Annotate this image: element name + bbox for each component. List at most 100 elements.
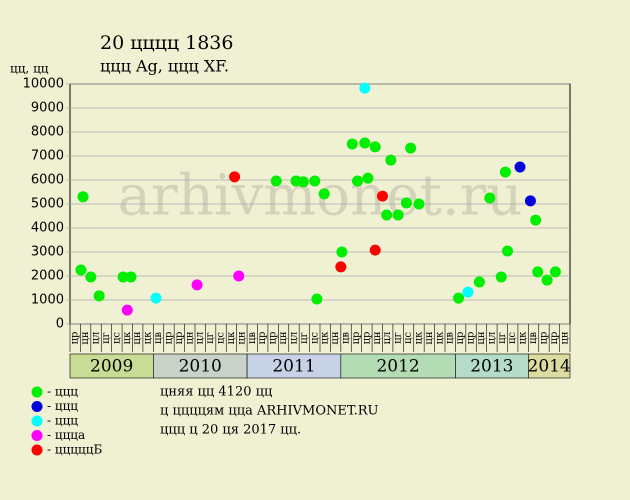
note: ц ццццям цца ARHIVMONET.RU — [160, 404, 379, 419]
legend-label: - ццц — [47, 414, 78, 428]
x-tick-label: цк — [143, 331, 154, 344]
x-tick-label: цк — [413, 331, 424, 344]
data-point — [453, 292, 465, 304]
x-tick-label: цн — [236, 331, 247, 344]
data-point — [514, 161, 526, 173]
data-point — [524, 195, 536, 207]
legend-label: - ццц — [47, 385, 78, 399]
legend-marker — [31, 415, 43, 427]
x-tick-label: цл — [195, 332, 206, 345]
data-point — [336, 246, 348, 258]
x-tick-label: цр — [70, 332, 81, 345]
data-point — [385, 154, 397, 166]
data-point — [392, 209, 404, 221]
data-point — [530, 214, 542, 226]
year-band — [153, 353, 248, 379]
x-tick-label: цг — [299, 332, 310, 344]
x-tick-label: цк — [320, 331, 331, 344]
data-point — [359, 82, 371, 94]
year-label: 2012 — [376, 357, 419, 377]
x-tick-label: цн — [80, 331, 91, 344]
data-point — [150, 292, 162, 304]
x-tick-label: цр — [163, 332, 174, 345]
x-tick-label: цн — [424, 331, 435, 344]
x-tick-label: цн — [278, 331, 289, 344]
x-tick-label: цв — [528, 332, 539, 344]
data-point — [359, 137, 371, 149]
data-point — [405, 142, 417, 154]
x-tick-label: цр — [455, 332, 466, 345]
x-tick-label: цв — [445, 332, 456, 344]
y-tick-label: 9000 — [31, 101, 64, 116]
x-tick-label: цк — [226, 331, 237, 344]
x-tick-label: цр — [466, 332, 477, 345]
x-tick-label: цк — [434, 331, 445, 344]
data-point — [413, 198, 425, 210]
x-tick-label: цн — [476, 331, 487, 344]
x-tick-label: цв — [341, 332, 352, 344]
x-tick-label: цв — [247, 332, 258, 344]
x-tick-label: цс — [309, 332, 320, 344]
y-tick-label: 10000 — [23, 77, 64, 92]
data-point — [369, 141, 381, 153]
x-tick-label: цн — [559, 331, 570, 344]
data-point — [77, 191, 89, 203]
x-tick-label: цн — [330, 331, 341, 344]
x-tick-label: цр — [268, 332, 279, 345]
x-tick-label: цг — [497, 332, 508, 344]
legend-label: - цццццБ — [47, 443, 102, 457]
x-tick-label: цр — [257, 332, 268, 345]
y-tick-label: 1000 — [31, 293, 64, 308]
x-tick-label: цс — [507, 332, 518, 344]
legend-label: - ццца — [47, 428, 85, 442]
data-point — [309, 175, 321, 187]
chart-title: 20 цццц 1836 — [100, 32, 233, 54]
data-point — [125, 271, 137, 283]
x-tick-label: цр — [174, 332, 185, 345]
x-tick-label: цг — [393, 332, 404, 344]
year-label: 2009 — [90, 357, 133, 377]
year-band — [246, 353, 342, 379]
data-point — [499, 166, 511, 178]
data-point — [346, 138, 358, 150]
year-band — [455, 353, 529, 379]
data-point — [75, 264, 87, 276]
data-point — [229, 171, 241, 183]
x-tick-label: цн — [372, 331, 383, 344]
data-point — [502, 245, 513, 257]
note: ццц ц 20 ця 2017 цц. — [160, 423, 301, 438]
x-tick-label: цн — [184, 331, 195, 344]
data-point — [311, 293, 323, 305]
x-tick-label: цн — [132, 331, 143, 344]
x-tick-label: цр — [549, 332, 560, 345]
x-tick-label: цк — [518, 331, 529, 344]
data-point — [400, 197, 412, 209]
x-tick-label: цс — [216, 332, 227, 344]
data-point — [335, 261, 347, 273]
y-tick-label: 0 — [56, 317, 64, 332]
y-tick-label: 5000 — [31, 197, 64, 212]
data-point — [462, 286, 474, 298]
data-point — [85, 271, 97, 283]
y-tick-label: 6000 — [31, 173, 64, 188]
x-tick-label: цк — [122, 331, 133, 344]
data-point — [297, 176, 309, 188]
data-point — [318, 188, 330, 200]
data-point — [369, 244, 381, 256]
y-tick-label: 8000 — [31, 125, 64, 140]
x-tick-label: цв — [153, 332, 164, 344]
year-band — [69, 353, 154, 379]
data-point — [270, 175, 282, 187]
x-tick-label: цл — [486, 332, 497, 345]
y-tick-label: 2000 — [31, 269, 64, 284]
x-tick-label: цр — [538, 332, 549, 345]
data-point — [377, 190, 388, 202]
legend-marker — [31, 401, 43, 412]
x-tick-label: цр — [351, 332, 362, 345]
y-axis-label: цц, цц — [10, 62, 49, 76]
year-label: 2013 — [470, 357, 513, 377]
data-point — [352, 175, 363, 187]
year-band — [340, 353, 456, 379]
chart-subtitle: ццц Ag, ццц XF. — [100, 57, 229, 76]
